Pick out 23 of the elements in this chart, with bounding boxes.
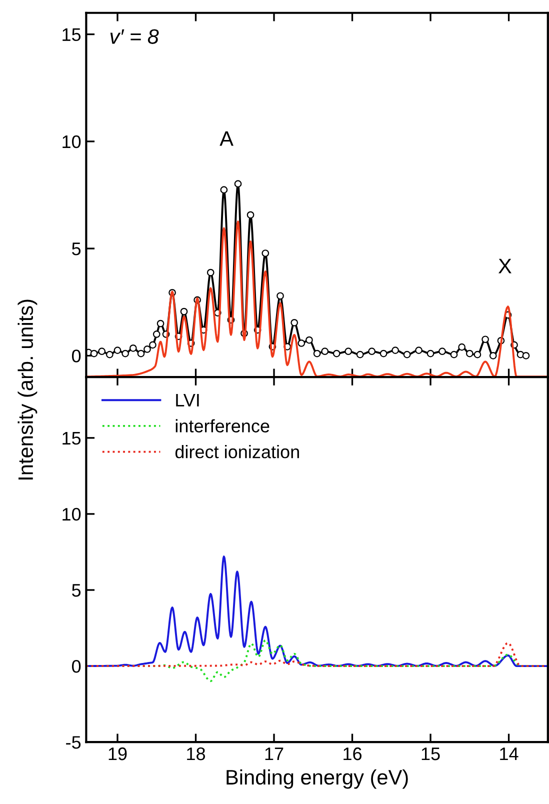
y-tick-label: 15 [62, 432, 81, 445]
x-tick-label: 15 [422, 748, 440, 760]
x-tick-label: 17 [265, 748, 284, 760]
y-tick-label: 0 [72, 350, 81, 362]
y-tick-label: 5 [72, 242, 81, 256]
y-tick-label: 10 [62, 508, 81, 521]
legend-label: direct ionization [175, 445, 299, 458]
annotation: v′ = 8 [110, 29, 159, 44]
annotation: A [220, 131, 234, 146]
x-tick-label: 14 [500, 748, 518, 760]
annotation: X [498, 258, 512, 274]
y-axis-title: Intensity (arb. units) [18, 300, 38, 480]
x-tick-label: 18 [187, 747, 206, 760]
y-tick-label: -5 [66, 736, 81, 749]
y-tick-label: 10 [62, 135, 81, 148]
legend-label: interference [176, 419, 270, 432]
x-tick-label: 16 [344, 747, 362, 760]
y-tick-label: 15 [62, 28, 81, 42]
x-axis-title: Binding energy (eV) [226, 769, 408, 789]
x-tick-label: 19 [108, 747, 127, 760]
legend-label: LVI [176, 394, 199, 406]
y-tick-label: 0 [72, 660, 81, 673]
y-tick-label: 5 [72, 584, 81, 597]
